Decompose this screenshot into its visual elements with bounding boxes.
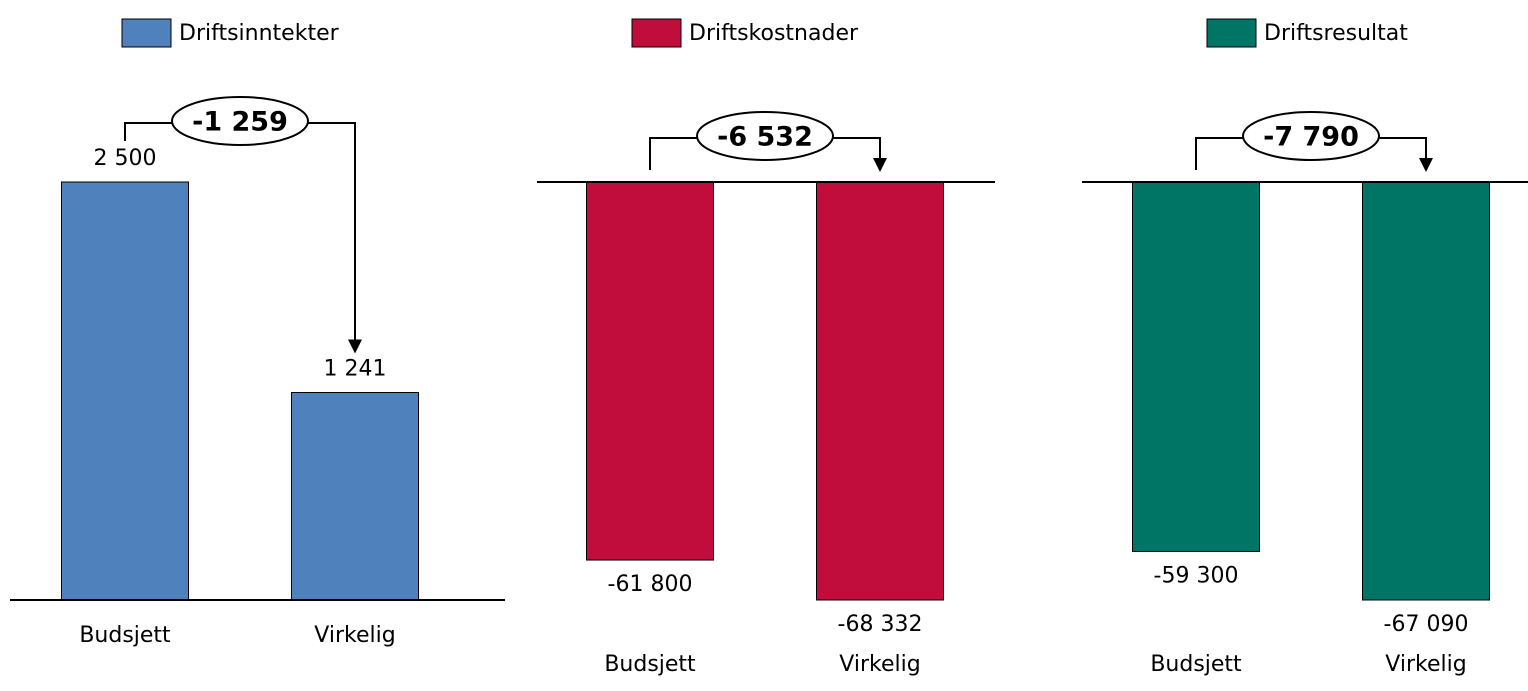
legend-label: Driftskostnader [689,21,859,46]
arrow-head [348,339,362,354]
bar [291,392,419,601]
x-tick-label: Budsjett [1150,652,1242,677]
value-label: -61 800 [608,572,693,597]
bar [586,181,714,561]
difference-label: -7 790 [1263,122,1359,153]
bar [61,181,189,601]
bar [1362,181,1490,601]
difference-badge [696,111,834,161]
difference-label: -1 259 [192,107,288,138]
x-tick-label: Budsjett [79,623,171,648]
value-label: -59 300 [1154,563,1239,588]
value-label: 1 241 [324,357,387,382]
x-tick-label: Virkelig [314,623,395,648]
x-tick-label: Budsjett [604,652,696,677]
legend-swatch [1206,18,1257,48]
legend-label: Driftsresultat [1264,21,1408,46]
legend-label: Driftsinntekter [179,21,340,46]
difference-badge [171,96,309,146]
arrow-head [1419,158,1433,172]
difference-label: -6 532 [717,122,813,153]
legend-swatch [631,18,682,48]
arrow-head [873,158,887,172]
x-tick-label: Virkelig [839,652,920,677]
difference-badge [1242,111,1380,161]
bar [816,181,944,601]
value-label: 2 500 [94,146,157,171]
value-label: -68 332 [838,612,923,637]
legend-swatch [121,18,172,48]
value-label: -67 090 [1384,612,1469,637]
bar [1132,181,1260,552]
x-tick-label: Virkelig [1385,652,1466,677]
